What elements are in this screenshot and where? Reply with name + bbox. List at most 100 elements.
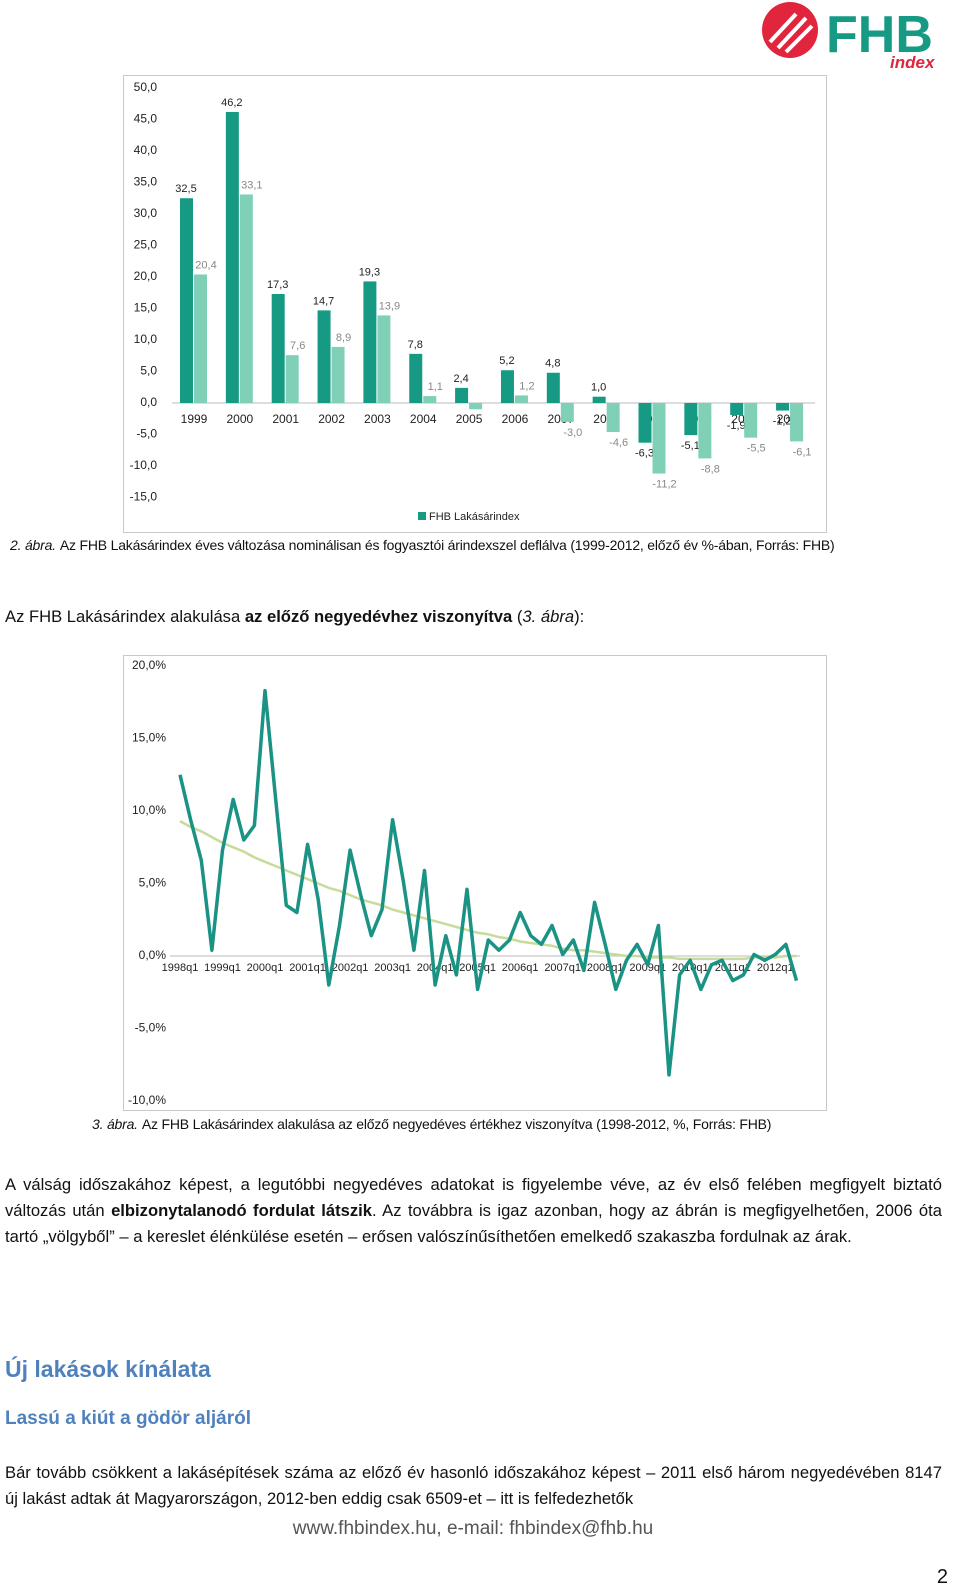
y-tick-label: 20,0 — [134, 269, 158, 283]
caption-label: 3. ábra. — [92, 1116, 138, 1132]
value-label: 19,3 — [359, 266, 380, 278]
y-tick-label: 15,0 — [134, 301, 158, 315]
text: Az FHB Lakásárindex alakulása — [5, 607, 241, 626]
bar — [684, 403, 698, 436]
data-line — [178, 688, 799, 1077]
x-tick-label: 2001q1 — [289, 962, 326, 974]
paragraph: A válság időszakához képest, a legutóbbi… — [5, 1172, 942, 1250]
legend-swatch — [418, 512, 426, 520]
value-label: 20,4 — [195, 259, 216, 271]
x-tick-label: 1998q1 — [162, 962, 199, 974]
bar — [225, 111, 239, 403]
y-tick-label: 5,0% — [139, 876, 167, 890]
y-tick-label: 10,0 — [134, 332, 158, 346]
figure-caption: 2. ábra. Az FHB Lakásárindex éves változá… — [10, 537, 835, 553]
x-tick-label: 2009q1 — [629, 962, 666, 974]
bar — [776, 403, 790, 411]
bar — [606, 403, 620, 432]
caption-text: Az FHB Lakásárindex éves változása nomin… — [59, 537, 835, 553]
bar — [239, 194, 253, 403]
value-label: -5,5 — [747, 443, 766, 455]
bar — [546, 372, 560, 403]
paragraph: Bár tovább csökkent a lakásépítések szám… — [5, 1463, 942, 1508]
chart-frame — [123, 655, 827, 1111]
y-tick-label: -10,0 — [130, 458, 158, 472]
y-tick-label: 25,0 — [134, 238, 158, 252]
bar — [560, 403, 574, 422]
section-title: Új lakások kínálata — [5, 1356, 211, 1382]
logo: FHB index — [762, 2, 936, 72]
bar — [469, 403, 483, 410]
y-tick-label: 0,0% — [139, 948, 167, 962]
text: A válság időszakához képest, a legutóbbi… — [5, 1175, 942, 1220]
x-tick-label: 1999 — [181, 412, 208, 426]
bar — [423, 396, 437, 403]
bar — [271, 294, 285, 403]
bar — [500, 370, 514, 403]
bar — [744, 403, 758, 438]
value-label: -5,1 — [681, 440, 700, 452]
bar — [698, 403, 712, 459]
section-subtitle: Lassú a kiút a gödör aljáról — [5, 1408, 252, 1429]
value-label: -4,6 — [609, 437, 628, 449]
bar — [455, 387, 469, 403]
value-label: -8,8 — [701, 463, 720, 475]
value-label: -6,3 — [635, 448, 654, 460]
x-tick-label: 2001 — [272, 412, 299, 426]
bar — [194, 274, 207, 403]
x-tick-label: 2008q1 — [587, 962, 624, 974]
value-label: 1,1 — [428, 381, 443, 393]
x-tick-label: 2003 — [364, 412, 391, 426]
caption-text: Az FHB Lakásárindex alakulása az előző n… — [141, 1116, 772, 1132]
x-tick-label: 2003q1 — [374, 962, 411, 974]
figure-caption: 3. ábra. Az FHB Lakásárindex alakulása az… — [92, 1116, 771, 1132]
y-tick-label: 50,0 — [134, 80, 158, 94]
x-tick-label: 2000 — [226, 412, 253, 426]
value-label: 7,6 — [290, 340, 305, 352]
y-tick-label: 30,0 — [134, 206, 158, 220]
value-label: 46,2 — [221, 97, 242, 109]
x-tick-label: 1999q1 — [204, 962, 241, 974]
value-label: 4,8 — [545, 358, 560, 370]
value-label: -11,2 — [652, 478, 676, 490]
y-tick-label: -5,0 — [136, 427, 157, 441]
x-tick-label: 2004 — [410, 412, 437, 426]
x-tick-label: 2012q1 — [757, 962, 794, 974]
bar — [331, 346, 345, 403]
logo-brand: FHB — [826, 6, 933, 64]
value-label: 1,2 — [519, 380, 534, 392]
value-label: 1,0 — [591, 382, 606, 394]
value-label: 32,5 — [175, 183, 196, 195]
bar — [638, 403, 652, 443]
footer-contact: www.fhbindex.hu, e-mail: fhbindex@fhb.hu — [292, 1518, 654, 1539]
bar — [409, 353, 423, 403]
value-label: 2,4 — [453, 373, 468, 385]
y-tick-label: 15,0% — [132, 731, 166, 745]
y-tick-label: 0,0 — [140, 395, 157, 409]
y-tick-label: 10,0% — [132, 803, 166, 817]
legend-label: FHB Lakásárindex — [429, 511, 520, 523]
logo-mark — [762, 2, 818, 58]
value-label: -3,0 — [563, 427, 582, 439]
intro: Az FHB Lakásárindex alakulása az előző n… — [5, 604, 942, 630]
bar — [180, 198, 193, 403]
bar — [592, 396, 606, 403]
emphasis: elbizonytalanodó fordulat látszik — [111, 1201, 372, 1220]
x-tick-label: 2006 — [502, 412, 529, 426]
value-label: -1,2 — [773, 415, 792, 427]
bar — [285, 355, 299, 403]
x-tick-label: 2007q1 — [544, 962, 581, 974]
x-tick-label: 2000q1 — [247, 962, 284, 974]
x-tick-label: 2005q1 — [459, 962, 496, 974]
value-label: 5,2 — [499, 355, 514, 367]
bar — [730, 403, 744, 415]
bar — [363, 281, 377, 403]
text: ): — [574, 607, 585, 626]
y-tick-label: 20,0% — [132, 658, 166, 672]
logo-stripes — [768, 12, 814, 54]
value-label: 7,8 — [408, 339, 423, 351]
figure-ref: 3. ábra — [522, 607, 575, 626]
value-label: 13,9 — [379, 300, 400, 312]
